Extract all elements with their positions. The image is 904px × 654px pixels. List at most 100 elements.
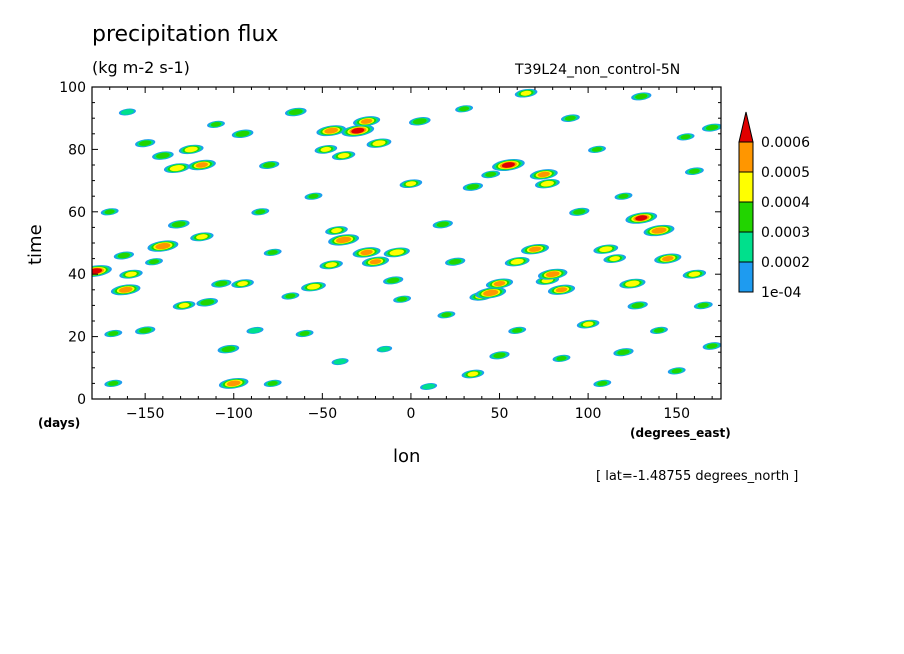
- precip-cell: [485, 278, 514, 289]
- precip-cell: [361, 256, 390, 267]
- precip-cell: [420, 383, 438, 390]
- contour-level-3: [680, 134, 691, 140]
- contour-level-3: [512, 328, 523, 333]
- precip-cell: [118, 108, 136, 116]
- contour-level-6: [501, 162, 515, 168]
- contour-level-3: [139, 327, 152, 334]
- precip-cell: [196, 298, 219, 307]
- contour-level-3: [387, 277, 400, 284]
- precip-cell: [508, 326, 527, 334]
- contour-level-3: [412, 118, 427, 125]
- precip-cell: [331, 358, 349, 366]
- precip-cell: [284, 107, 307, 117]
- precip-cell: [547, 284, 576, 295]
- contour-level-4: [331, 228, 342, 233]
- x-tick-label: 50: [491, 406, 509, 422]
- precip-cell: [328, 234, 360, 246]
- precip-cell: [684, 167, 704, 176]
- precip-cell: [304, 192, 323, 200]
- contour-level-3: [597, 381, 608, 386]
- contour-level-5: [324, 127, 339, 134]
- y-tick-label: 40: [68, 267, 86, 283]
- precip-cell: [263, 379, 282, 387]
- y-tick-label: 0: [77, 392, 86, 408]
- x-tick-label: 150: [663, 406, 690, 422]
- precip-cell: [231, 129, 254, 139]
- contour-level-3: [705, 124, 719, 131]
- precip-cell: [529, 169, 558, 180]
- precip-cell: [693, 301, 713, 310]
- run-label: T39L24_non_control-5N: [515, 62, 681, 78]
- contour-level-6: [635, 215, 648, 221]
- precip-cell: [489, 351, 510, 360]
- precip-cell: [135, 139, 156, 148]
- contour-level-3: [200, 299, 215, 306]
- y-tick-label: 60: [68, 205, 86, 221]
- contour-level-3: [215, 280, 228, 287]
- precip-cell: [514, 88, 538, 98]
- precip-cell: [259, 160, 280, 170]
- contour-level-3: [436, 221, 449, 228]
- contour-level-4: [320, 146, 332, 152]
- contour-level-3: [653, 328, 665, 333]
- contour-level-3: [267, 381, 278, 386]
- precip-cell: [432, 220, 453, 229]
- precip-cell: [281, 292, 300, 300]
- precip-cell: [481, 170, 501, 179]
- x-axis-units: (degrees_east): [630, 426, 731, 440]
- contour-level-3: [564, 115, 576, 121]
- contour-level-4: [609, 256, 621, 262]
- precip-cell: [231, 279, 254, 288]
- precip-cell: [246, 326, 264, 334]
- precip-cell: [211, 279, 232, 288]
- precip-cell: [110, 284, 141, 296]
- precip-cell: [325, 226, 348, 235]
- contour-level-3: [397, 296, 408, 302]
- contour-level-3: [618, 193, 629, 199]
- contour-level-5: [360, 249, 373, 256]
- contour-level-3: [255, 209, 266, 215]
- precip-cell: [569, 207, 590, 216]
- precip-cell: [301, 282, 326, 292]
- precip-cell: [331, 151, 356, 161]
- contour-level-4: [337, 152, 350, 159]
- precip-cell: [167, 220, 190, 229]
- colorbar-swatch-1: [738, 261, 754, 293]
- colorbar-swatch-4: [738, 171, 754, 203]
- contour-level-4: [325, 262, 338, 268]
- precip-cell: [316, 125, 346, 137]
- contour-level-3: [459, 106, 470, 112]
- contour-level-4: [196, 234, 208, 240]
- contour-level-5: [155, 242, 171, 250]
- contour-level-3: [631, 302, 644, 309]
- precip-cell: [475, 287, 507, 299]
- precip-cell: [172, 301, 196, 310]
- contour-level-2: [378, 346, 391, 352]
- y-axis-ticks: 0 20 40 60 80 100: [59, 80, 721, 408]
- colorbar-label: 0.0004: [761, 195, 810, 211]
- contour-level-4: [178, 302, 190, 308]
- x-axis-label: lon: [393, 446, 421, 467]
- contour-level-3: [156, 152, 170, 159]
- contour-level-2: [333, 358, 347, 365]
- precip-cell: [314, 145, 338, 154]
- precip-cell: [393, 295, 412, 303]
- contour-level-5: [118, 286, 133, 293]
- precip-cell: [492, 158, 525, 172]
- contour-level-4: [467, 371, 479, 377]
- precip-cell: [187, 159, 216, 171]
- precip-cell: [152, 151, 174, 160]
- colorbar-label: 0.0005: [761, 165, 810, 181]
- colorbar: 1e-04 0.0002 0.0003 0.0004 0.0005 0.0006: [738, 111, 810, 301]
- precip-cell: [135, 326, 156, 335]
- x-axis-ticks: −150 −100 −50 0 50 100 150: [109, 87, 713, 422]
- precip-cell: [104, 329, 123, 338]
- contour-level-4: [389, 249, 405, 256]
- precip-cell: [667, 367, 686, 375]
- contour-level-6: [351, 127, 365, 134]
- precip-cell: [352, 247, 381, 258]
- contour-level-3: [108, 331, 119, 336]
- precip-cell: [100, 208, 119, 216]
- colorbar-swatch-2: [738, 231, 754, 263]
- precip-cell: [207, 120, 225, 128]
